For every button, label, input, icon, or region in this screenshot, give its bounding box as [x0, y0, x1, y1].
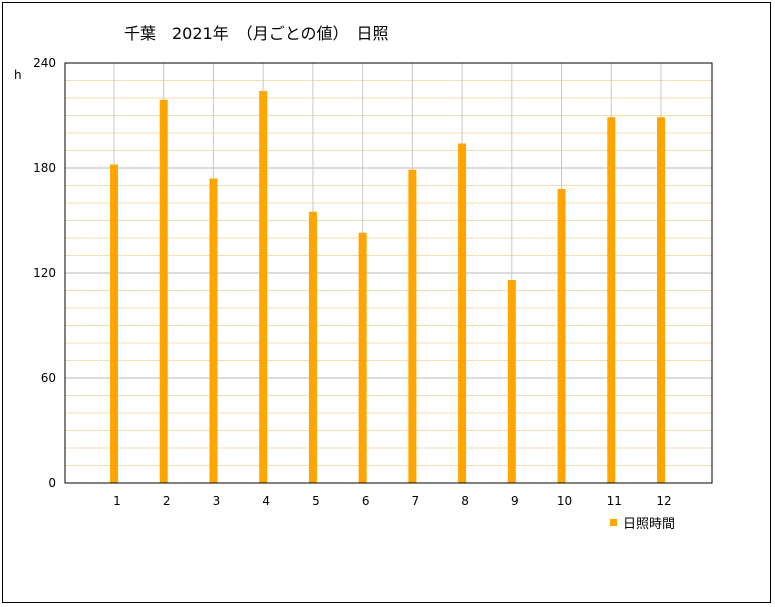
bar-month-10 [557, 189, 566, 483]
bar-month-12 [657, 117, 665, 483]
legend-swatch [610, 519, 617, 526]
y-tick-label: 180 [33, 161, 56, 175]
y-tick-label: 60 [41, 371, 56, 385]
legend: 日照時間 [610, 513, 675, 532]
bar-month-5 [308, 211, 317, 483]
bar-month-2 [159, 99, 168, 483]
bars [110, 91, 665, 483]
x-tick-label: 12 [656, 494, 671, 508]
x-tick-label: 6 [362, 494, 370, 508]
y-tick-label: 120 [33, 266, 56, 280]
bar-month-11 [607, 117, 616, 483]
plot-border [64, 62, 713, 484]
bar-month-4 [259, 91, 268, 483]
bar-month-8 [458, 143, 467, 483]
grid-lines [65, 80, 712, 466]
chart-title: 千葉 2021年 （月ごとの値） 日照 [124, 24, 389, 43]
bar-month-6 [358, 232, 367, 483]
x-tick-label: 5 [312, 494, 320, 508]
x-axis-ticks: 1 2 3 4 5 6 7 8 9 10 11 12 [113, 494, 671, 508]
x-tick-label: 2 [163, 494, 171, 508]
x-tick-label: 10 [557, 494, 572, 508]
bar-month-9 [507, 280, 516, 483]
y-tick-label: 0 [48, 476, 56, 490]
x-tick-label: 7 [412, 494, 420, 508]
x-tick-label: 11 [607, 494, 622, 508]
x-tick-label: 4 [262, 494, 270, 508]
x-tick-label: 8 [461, 494, 469, 508]
bar-month-1 [110, 164, 118, 483]
y-axis-ticks: 0 60 120 180 240 [33, 56, 56, 490]
bar-month-3 [209, 178, 218, 483]
y-axis-unit: h [14, 68, 22, 82]
x-tick-label: 3 [213, 494, 221, 508]
legend-label: 日照時間 [623, 517, 676, 532]
bar-month-7 [408, 169, 417, 483]
y-tick-label: 240 [33, 56, 56, 70]
x-tick-label: 9 [511, 494, 519, 508]
x-tick-label: 1 [113, 494, 121, 508]
